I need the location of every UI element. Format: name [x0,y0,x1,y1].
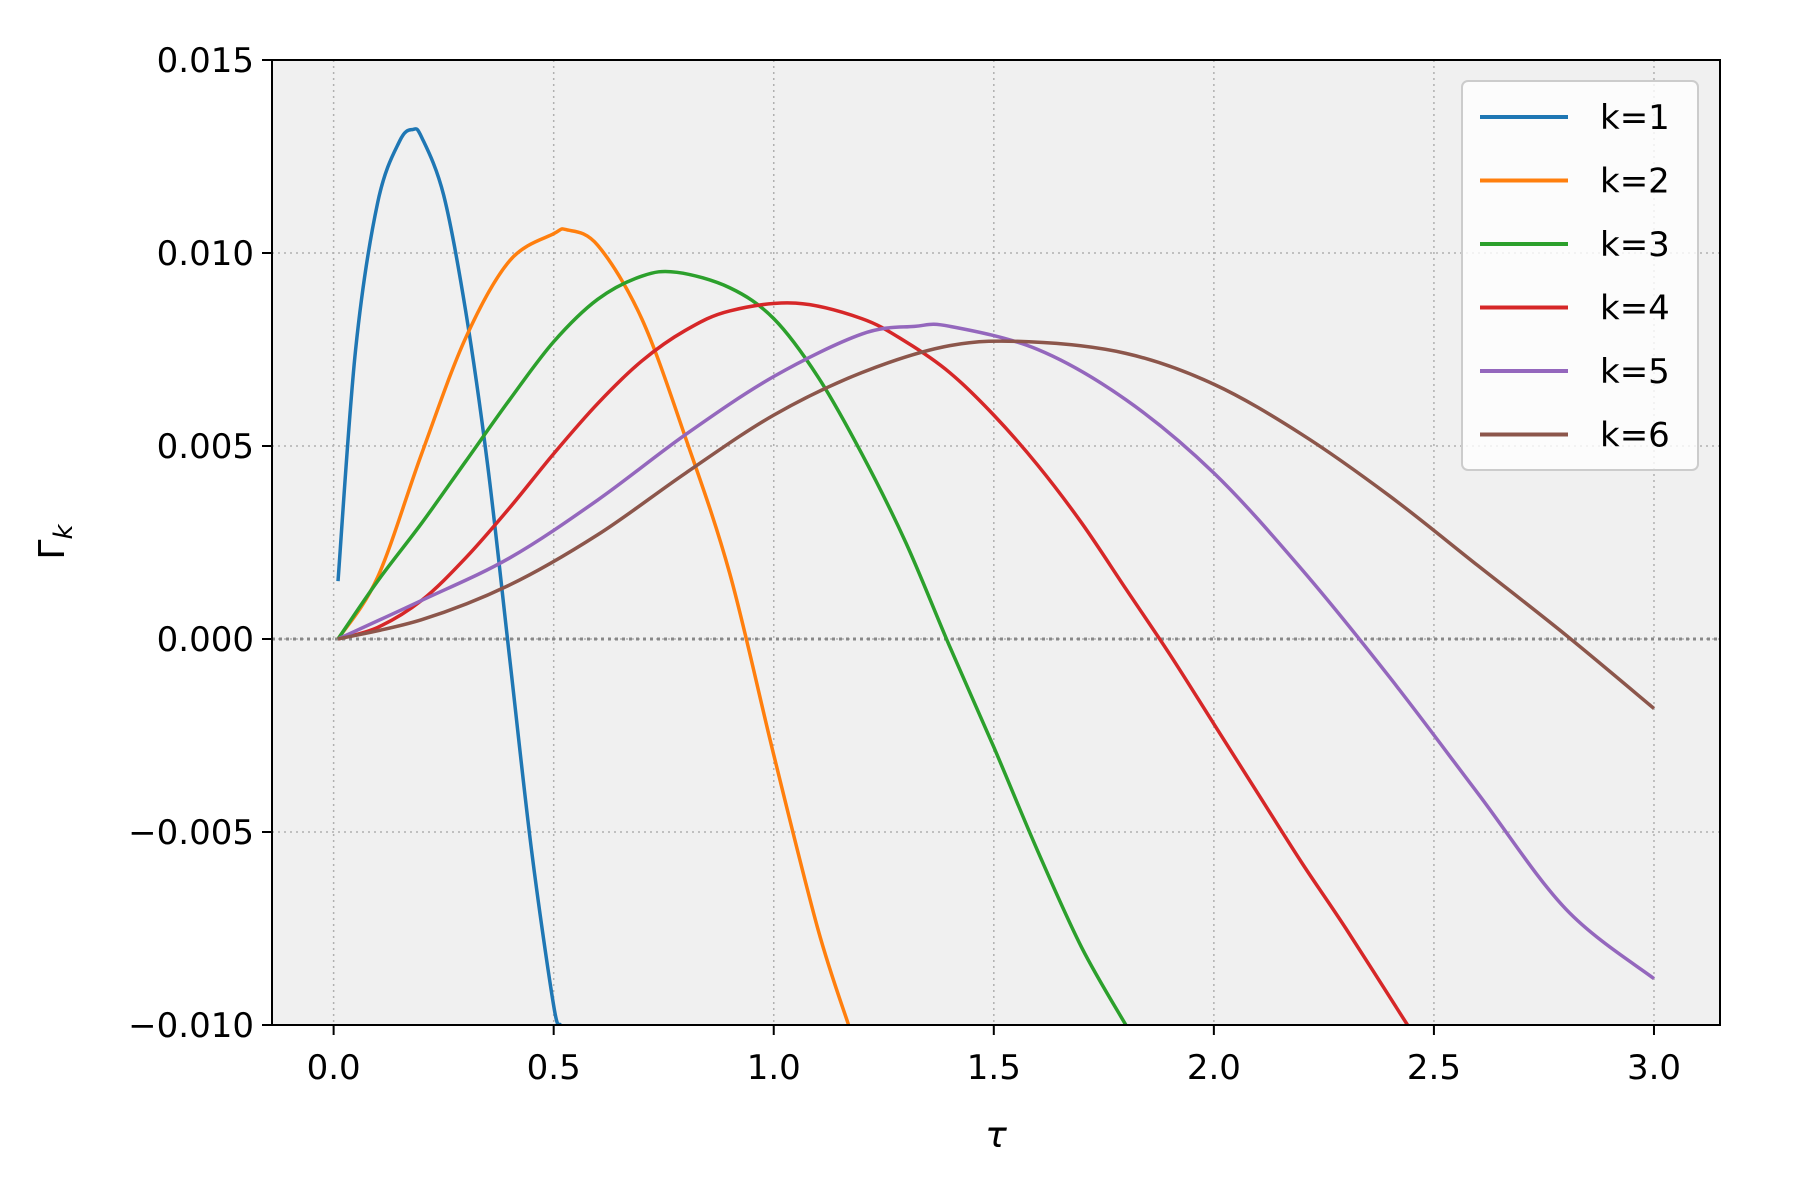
series-line-2 [336,227,851,1025]
x-tick-label: 0.0 [307,1048,361,1088]
y-axis-ticks: −0.010 −0.005 0.000 0.005 0.010 0.015 [128,41,272,1046]
y-axis-label: Γk [32,524,79,560]
series-lines [336,127,1656,1025]
x-tick-label: 2.0 [1187,1048,1241,1088]
legend-label-5: k=5 [1600,352,1670,392]
x-axis-label: τ [985,1115,1007,1156]
series-line-6 [337,339,1656,710]
x-tick-label: 0.5 [527,1048,581,1088]
x-tick-label: 1.0 [747,1048,801,1088]
legend-box [1461,80,1699,471]
series-line-3 [336,269,1128,1025]
y-tick-label: 0.005 [157,427,254,467]
legend-items: k=1 k=2 k=3 k=4 k=5 k=6 [1480,98,1670,456]
y-axis-label-subscript: k [49,524,79,540]
plot-frame [271,59,1721,1026]
legend-label-1: k=1 [1600,98,1670,138]
y-tick-label: 0.000 [157,620,254,660]
series-line-5 [337,322,1656,981]
legend-label-2: k=2 [1600,162,1670,202]
y-tick-label: 0.015 [157,41,254,81]
y-tick-label: −0.005 [128,813,254,853]
x-axis-ticks: 0.0 0.5 1.0 1.5 2.0 2.5 3.0 [307,1025,1681,1088]
x-tick-label: 1.5 [967,1048,1021,1088]
series-line-1 [336,127,562,1025]
x-tick-label: 2.5 [1407,1048,1461,1088]
series-line-4 [337,301,1409,1025]
y-tick-label: −0.010 [128,1006,254,1046]
legend-label-4: k=4 [1600,289,1670,329]
y-tick-label: 0.010 [157,234,254,274]
legend-label-6: k=6 [1600,416,1670,456]
legend-label-3: k=3 [1600,225,1670,265]
x-tick-label: 3.0 [1627,1048,1681,1088]
legend: k=1 k=2 k=3 k=4 k=5 k=6 [1461,80,1699,471]
